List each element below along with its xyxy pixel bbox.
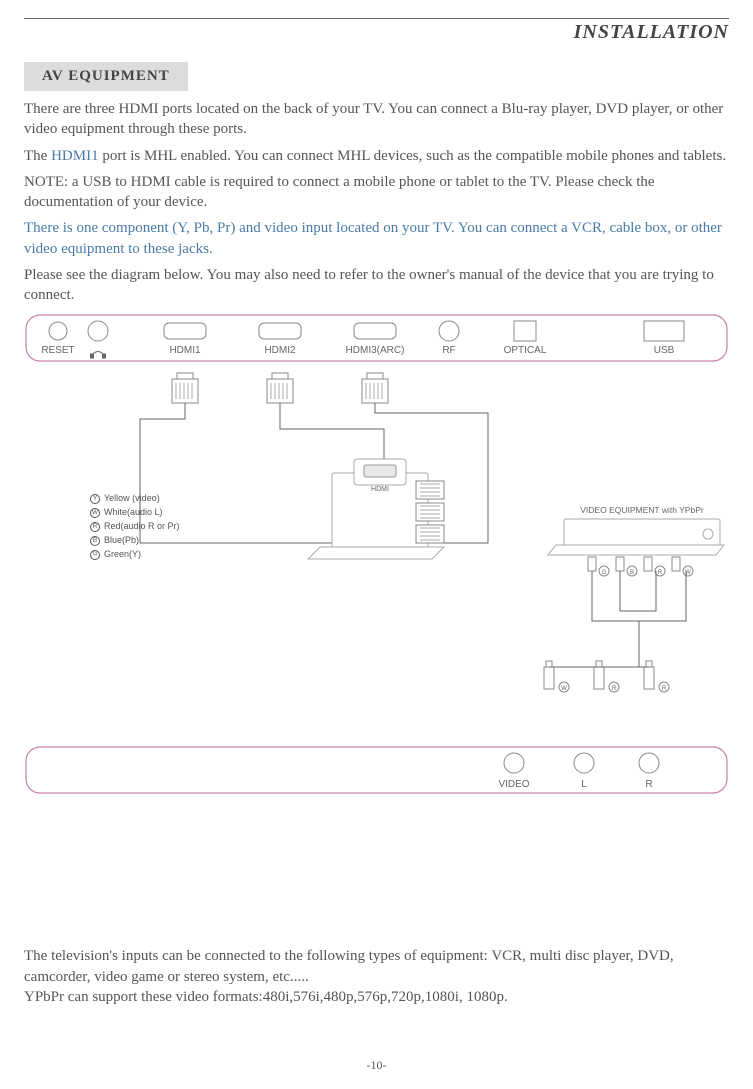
hdmi2-label: HDMI2: [264, 345, 296, 356]
audio-r-label: R: [645, 779, 652, 790]
footer-text-block: The television's inputs can be connected…: [24, 946, 729, 1007]
hdmi-plug-3: [362, 373, 388, 403]
svg-text:W: W: [561, 686, 567, 692]
reset-label: RESET: [41, 345, 74, 356]
legend-row: B Blue(Pb): [90, 534, 180, 548]
hdmi2-port-icon: [259, 323, 301, 339]
legend-code-icon: Y: [90, 494, 100, 504]
header-rule: [24, 18, 729, 19]
reset-port-icon: [49, 322, 67, 340]
bottom-port-panel: [26, 747, 727, 793]
svg-text:R: R: [662, 686, 667, 692]
text-suffix: port is MHL enabled. You can connect MHL…: [99, 148, 727, 164]
audio-l-label: L: [581, 779, 587, 790]
page-number: -10-: [0, 1058, 753, 1073]
text-prefix: The: [24, 148, 51, 164]
legend-code-icon: G: [90, 550, 100, 560]
hdmi-plug-1: [172, 373, 198, 403]
usb-port-icon: [644, 321, 684, 341]
legend-text: Red(audio R or Pr): [104, 520, 180, 534]
hdmi-mini-label: HDMI: [371, 486, 389, 493]
optical-port-icon: [514, 321, 536, 341]
color-code-legend: Y Yellow (video) W White(audio L) R Red(…: [90, 492, 180, 562]
legend-code-icon: W: [90, 508, 100, 518]
legend-text: Yellow (video): [104, 492, 160, 506]
body-paragraph-2: The HDMI1 port is MHL enabled. You can c…: [24, 146, 729, 166]
video-label: VIDEO: [498, 779, 529, 790]
source-device: HDMI: [308, 459, 444, 559]
hdmi1-label: HDMI1: [169, 345, 201, 356]
footer-line-2: YPbPr can support these video formats:48…: [24, 987, 729, 1007]
svg-text:R: R: [612, 686, 617, 692]
hdmi-plug-2: [267, 373, 293, 403]
body-paragraph-5: Please see the diagram below. You may al…: [24, 265, 729, 306]
hdmi1-highlight: HDMI1: [51, 148, 99, 164]
video-port-icon: [504, 753, 524, 773]
legend-code-icon: R: [90, 522, 100, 532]
hdmi1-port-icon: [164, 323, 206, 339]
audio-l-port-icon: [574, 753, 594, 773]
section-heading-av-equipment: AV EQUIPMENT: [24, 62, 188, 91]
headphone-icon: [91, 352, 106, 359]
rca-plugs-bottom: W R R: [544, 661, 669, 692]
footer-line-1: The television's inputs can be connected…: [24, 946, 729, 987]
hdmi3-port-icon: [354, 323, 396, 339]
ypbpr-equipment: G B R W: [548, 519, 724, 576]
page-header-title: INSTALLATION: [24, 21, 729, 44]
svg-text:R: R: [658, 570, 663, 576]
ypbpr-equipment-label: VIDEO EQUIPMENT with YPbPr: [580, 505, 704, 515]
audio-r-port-icon: [639, 753, 659, 773]
ypbpr-cable: [592, 571, 686, 667]
rf-label: RF: [442, 345, 455, 356]
usb-label: USB: [654, 345, 675, 356]
legend-row: W White(audio L): [90, 506, 180, 520]
headphone-port-icon: [88, 321, 108, 341]
hdmi3-label: HDMI3(ARC): [346, 345, 405, 356]
legend-row: G Green(Y): [90, 548, 180, 562]
legend-text: White(audio L): [104, 506, 163, 520]
body-paragraph-3: NOTE: a USB to HDMI cable is required to…: [24, 172, 729, 213]
optical-label: OPTICAL: [504, 345, 547, 356]
legend-code-icon: B: [90, 536, 100, 546]
legend-row: Y Yellow (video): [90, 492, 180, 506]
svg-text:B: B: [630, 570, 634, 576]
hdmi-cable-lines: [140, 403, 488, 543]
body-paragraph-1: There are three HDMI ports located on th…: [24, 99, 729, 140]
legend-text: Green(Y): [104, 548, 141, 562]
rf-port-icon: [439, 321, 459, 341]
svg-text:G: G: [602, 570, 607, 576]
legend-row: R Red(audio R or Pr): [90, 520, 180, 534]
legend-text: Blue(Pb): [104, 534, 139, 548]
body-paragraph-4: There is one component (Y, Pb, Pr) and v…: [24, 218, 729, 259]
